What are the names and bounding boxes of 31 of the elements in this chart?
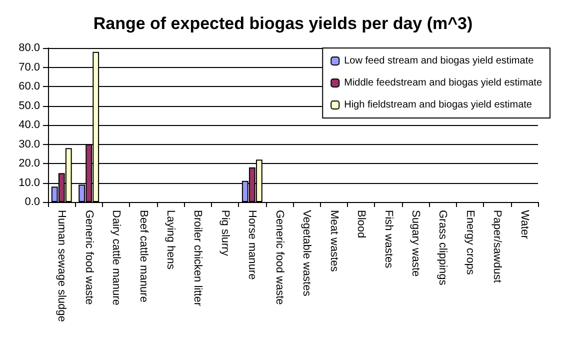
x-tick-label: Paper/sawdust [491, 210, 504, 283]
y-tick-label: 60.0 [18, 80, 40, 92]
y-tick-label: 40.0 [18, 119, 40, 131]
y-tick-label: 0.0 [24, 196, 40, 208]
x-tick-label: Horse manure [246, 210, 258, 280]
x-tick-label: Sugary waste [410, 210, 422, 277]
x-tick-label: Vegetable wastes [300, 210, 313, 297]
x-tick-label: Dairy cattle manure [110, 210, 122, 306]
legend-label: Low feed stream and biogas yield estimate [344, 56, 534, 66]
y-tick-label: 70.0 [18, 61, 40, 74]
x-tick-label: Human sewage sludge [56, 210, 68, 322]
x-tick-label: Meat wastes [328, 210, 340, 272]
x-tick-label: Fish wastes [382, 210, 394, 269]
legend-label: High fieldstream and biogas yield estimate [344, 100, 532, 110]
x-tick-label: Energy crops [464, 210, 476, 276]
y-tick-label: 30.0 [18, 138, 40, 150]
y-tick-label: 20.0 [18, 158, 40, 170]
x-tick-label: Beef cattle manure [137, 210, 150, 302]
x-tick-label: Generic food waste [273, 210, 286, 305]
y-tick-label: 80.0 [18, 42, 40, 54]
x-tick-label: Water [518, 210, 530, 240]
x-tick-label: Generic food waste [82, 210, 95, 305]
y-tick-label: 50.0 [18, 100, 40, 112]
x-tick-label: Blood [355, 210, 368, 238]
x-tick-label: Pig slurry [218, 210, 231, 256]
x-tick-label: Laying hens [164, 210, 176, 270]
legend-label: Middle feedstream and biogas yield estimate [344, 78, 542, 88]
y-tick-label: 10.0 [18, 176, 40, 189]
x-tick-label: Broiler chicken litter [192, 210, 204, 306]
x-tick-label: Grass clippings [436, 210, 449, 286]
chart-title: Range of expected biogas yields per day (m^3) [93, 14, 473, 33]
